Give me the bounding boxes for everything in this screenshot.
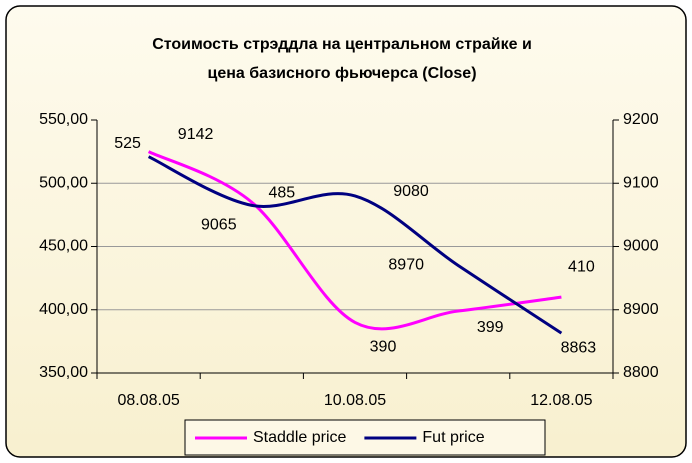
y2-tick-label: 9200 xyxy=(623,111,659,128)
data-label: 485 xyxy=(268,184,295,201)
y-tick-label: 550,00 xyxy=(39,111,88,128)
x-tick-label: 08.08.05 xyxy=(117,392,179,409)
chart-frame xyxy=(5,5,687,458)
chart-title: Стоимость стрэддла на центральном страйк… xyxy=(152,36,532,53)
series-line xyxy=(147,155,563,335)
data-label: 390 xyxy=(370,339,397,356)
legend-label: Staddle price xyxy=(253,429,346,446)
y2-tick-label: 8800 xyxy=(623,364,659,381)
series-line xyxy=(147,150,562,331)
y2-tick-label: 9000 xyxy=(623,238,659,255)
y-tick-label: 350,00 xyxy=(39,364,88,381)
data-label: 525 xyxy=(114,135,141,152)
x-tick-label: 12.08.05 xyxy=(530,392,592,409)
data-label: 8863 xyxy=(561,339,597,356)
data-label: 8970 xyxy=(388,257,424,274)
legend-label: Fut price xyxy=(422,429,484,446)
y-tick-label: 400,00 xyxy=(39,301,88,318)
data-label: 9080 xyxy=(393,183,429,200)
y-tick-label: 500,00 xyxy=(39,174,88,191)
y2-tick-label: 9100 xyxy=(623,174,659,191)
x-tick-label: 10.08.05 xyxy=(324,392,386,409)
y-tick-label: 450,00 xyxy=(39,238,88,255)
data-label: 410 xyxy=(568,258,595,275)
y2-tick-label: 8900 xyxy=(623,301,659,318)
chart-title: цена базисного фьючерса (Close) xyxy=(207,65,476,82)
data-label: 399 xyxy=(477,319,504,336)
data-label: 9142 xyxy=(178,126,214,143)
data-label: 9065 xyxy=(201,217,237,234)
